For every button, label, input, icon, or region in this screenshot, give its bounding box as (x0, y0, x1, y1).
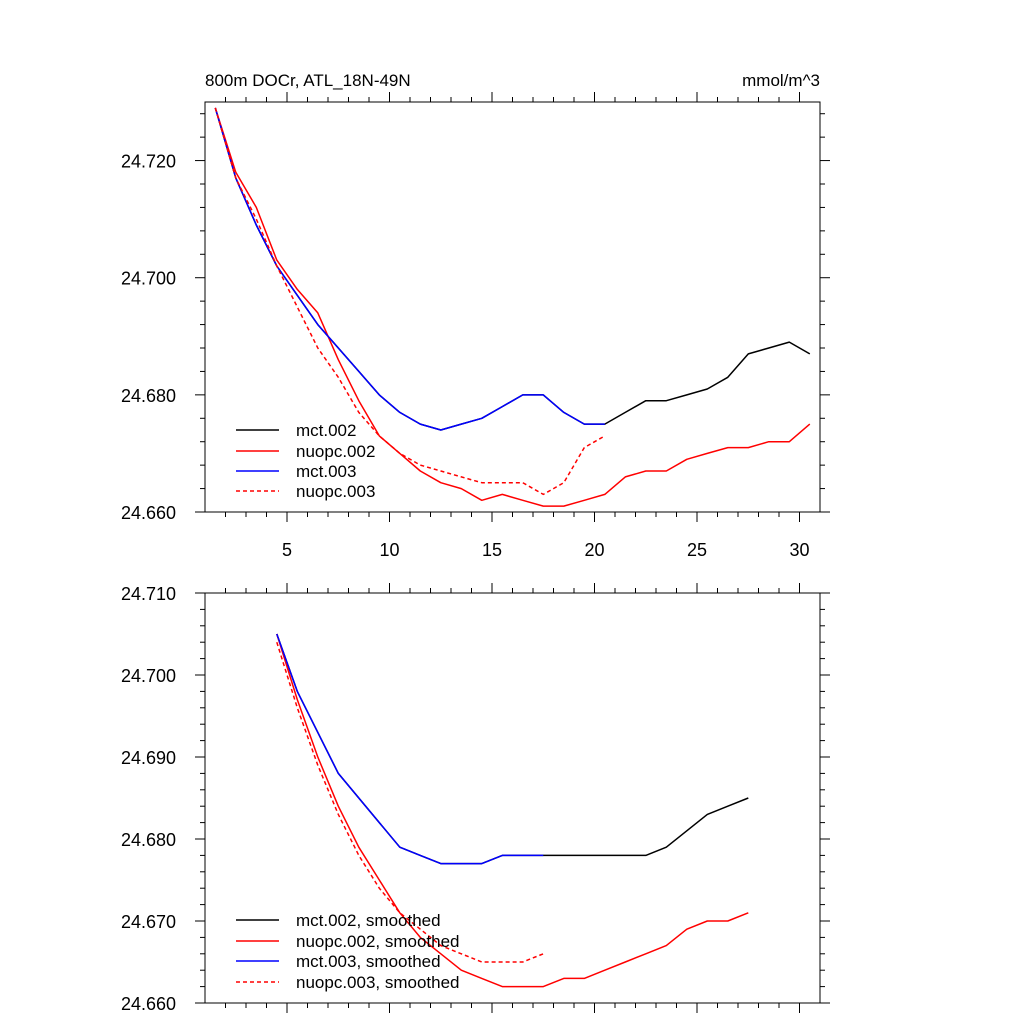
bottom-panel: 24.660 24.670 24.680 24.690 24.700 24.710 mct.… (121, 583, 830, 1014)
x-tick-label: 5 (282, 540, 292, 560)
legend-label-2: nuopc.002, smoothed (296, 932, 460, 951)
legend-label-3: mct.003, smoothed (296, 952, 441, 971)
series-line-3 (214, 107, 605, 431)
legend-label-3: mct.003 (296, 462, 356, 481)
y-tick-label: 24.670 (121, 912, 176, 932)
chart-title: 800m DOCr, ATL_18N-49N (205, 71, 411, 90)
legend-label-4: nuopc.003 (296, 482, 375, 501)
legend-label-1: mct.002, smoothed (296, 911, 441, 930)
series-line-4 (276, 641, 544, 963)
y-tick-label: 24.660 (121, 994, 176, 1014)
x-tick-label: 30 (789, 540, 809, 560)
y-tick-label: 24.660 (121, 503, 176, 523)
legend-label-1: mct.002 (296, 421, 356, 440)
legend-label-2: nuopc.002 (296, 442, 375, 461)
y-tick-label: 24.680 (121, 830, 176, 850)
x-tick-label: 15 (482, 540, 502, 560)
top-panel: 800m DOCr, ATL_18N-49N mmol/m^3 5 10 15 20 2… (121, 71, 830, 560)
y-tick-label: 24.720 (121, 152, 176, 172)
y-tick-label: 24.700 (121, 269, 176, 289)
series-line-4 (214, 107, 606, 496)
units-label: mmol/m^3 (742, 71, 820, 90)
x-tick-label: 20 (584, 540, 604, 560)
series-line-1 (276, 633, 749, 865)
series-line-1 (214, 107, 811, 431)
y-tick-label: 24.710 (121, 584, 176, 604)
legend-label-4: nuopc.003, smoothed (296, 973, 460, 992)
series-line-2 (214, 107, 811, 507)
series-line-3 (276, 633, 544, 865)
x-tick-label: 25 (687, 540, 707, 560)
y-tick-label: 24.700 (121, 666, 176, 686)
series-line-2 (276, 633, 749, 988)
x-tick-label: 10 (379, 540, 399, 560)
y-tick-label: 24.680 (121, 386, 176, 406)
y-tick-label: 24.690 (121, 748, 176, 768)
